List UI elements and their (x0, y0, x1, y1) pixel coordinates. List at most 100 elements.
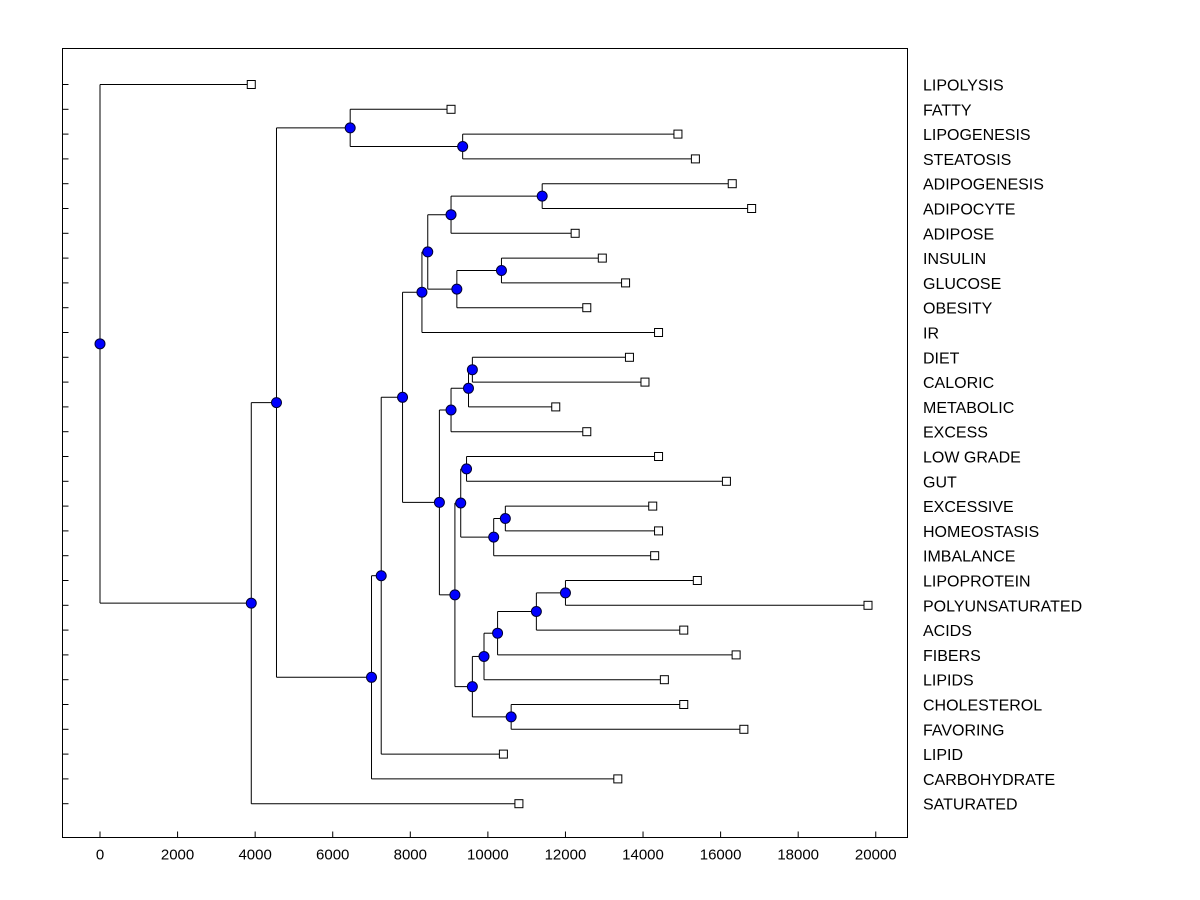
merge-node-n-gut-imb (455, 497, 467, 509)
leaf-label-lipolysis: LIPOLYSIS (923, 78, 1004, 95)
leaf-marker-adipogenesis (727, 179, 737, 189)
merge-node-n-adipo3 (445, 209, 457, 221)
merge-node-n-saturated (245, 597, 257, 609)
merge-node-n-diet-met (462, 382, 474, 394)
leaf-marker-acids (679, 625, 689, 635)
leaf-marker-insulin (597, 253, 607, 263)
leaf-label-metabolic: METABOLIC (923, 400, 1014, 417)
leaf-marker-homeostasis (654, 526, 664, 536)
x-tick-label: 12000 (545, 847, 587, 864)
x-tick-label: 4000 (238, 847, 271, 864)
merge-node-n-adipo2 (536, 190, 548, 202)
leaf-markers (246, 80, 873, 809)
leaf-marker-low-grade (654, 452, 664, 461)
leaf-marker-adipocyte (747, 204, 757, 213)
merge-node-n-carb (366, 671, 378, 683)
merge-node-n-lipids-chol (466, 681, 478, 693)
leaf-marker-lipid (498, 749, 508, 759)
x-tick-label: 16000 (700, 847, 742, 864)
leaf-label-favoring: FAVORING (923, 722, 1005, 739)
merge-node-n-exc-imb (488, 531, 500, 543)
leaf-marker-metabolic (551, 402, 561, 412)
leaf-label-caloric: CALORIC (923, 375, 994, 392)
leaf-labels: LIPOLYSIS FATTY LIPOGENESIS STEATOSIS ADIPOG… (923, 78, 1082, 814)
merge-node-n-ins-glu (495, 265, 507, 276)
leaf-label-homeostasis: HOMEOSTASIS (923, 524, 1039, 541)
merge-node-n-gut-lipids (449, 589, 461, 601)
leaf-label-acids: ACIDS (923, 623, 972, 640)
leaf-marker-ir (654, 328, 664, 337)
merge-node-n-adip-ins (422, 246, 434, 258)
x-tick-label: 14000 (622, 847, 664, 864)
leaf-marker-saturated (514, 799, 524, 809)
leaf-label-adipocyte: ADIPOCYTE (923, 202, 1015, 219)
merge-node-n-diet-gut (433, 496, 445, 508)
axis-ticks (62, 84, 877, 838)
leaf-marker-cholesterol (679, 700, 689, 709)
branches (99, 84, 868, 805)
leaf-marker-steatosis (690, 154, 700, 164)
merge-node-n-ir (416, 286, 428, 298)
merge-node-n-fib-lipids (478, 650, 490, 662)
leaf-label-adipose: ADIPOSE (923, 226, 994, 243)
leaf-marker-gut (721, 476, 731, 486)
leaf-label-low-grade: LOW GRADE (923, 450, 1021, 467)
x-tick-label: 6000 (316, 847, 349, 864)
leaf-label-lipoprotein: LIPOPROTEIN (923, 574, 1031, 591)
merge-node-n-chol-fav (505, 711, 517, 723)
leaf-marker-excess (582, 427, 592, 437)
merge-nodes (94, 122, 571, 723)
leaf-marker-lipoprotein (692, 576, 702, 585)
leaf-label-obesity: OBESITY (923, 301, 993, 318)
leaf-marker-diet (624, 352, 634, 362)
merge-node-n-low-gut (461, 463, 473, 475)
leaf-marker-caloric (640, 377, 650, 387)
leaf-marker-carbohydrate (613, 774, 623, 784)
leaf-label-fatty: FATTY (923, 102, 972, 119)
leaf-marker-polyunsaturated (863, 600, 873, 610)
leaf-label-saturated: SATURATED (923, 797, 1018, 814)
leaf-marker-lipogenesis (673, 129, 683, 139)
leaf-label-steatosis: STEATOSIS (923, 152, 1011, 169)
x-tick-label: 2000 (161, 847, 194, 864)
plot-frame (62, 48, 908, 838)
leaf-label-excess: EXCESS (923, 425, 988, 442)
leaf-marker-imbalance (650, 551, 660, 561)
leaf-marker-fatty (446, 104, 456, 114)
merge-node-n-poly-acids (530, 606, 542, 617)
merge-node-n-root (94, 338, 106, 350)
leaf-label-adipogenesis: ADIPOGENESIS (923, 177, 1044, 194)
leaf-marker-lipolysis (246, 80, 256, 89)
leaf-label-imbalance: IMBALANCE (923, 549, 1015, 566)
merge-node-n-acids-fib (492, 627, 504, 639)
merge-node-n-ir-diet (397, 391, 409, 403)
merge-node-n-fatty-carb (270, 397, 282, 409)
leaf-marker-lipids (659, 675, 669, 685)
x-tick-label: 20000 (855, 847, 897, 864)
x-tick-label: 8000 (394, 847, 427, 864)
merge-node-n-diet-cal (466, 364, 478, 376)
leaf-marker-adipose (570, 228, 580, 238)
leaf-label-gut: GUT (923, 474, 957, 491)
leaf-marker-favoring (739, 724, 749, 734)
merge-node-n-lipid (375, 570, 387, 582)
leaf-label-polyunsaturated: POLYUNSATURATED (923, 598, 1082, 615)
leaf-label-lipogenesis: LIPOGENESIS (923, 127, 1031, 144)
leaf-label-fibers: FIBERS (923, 648, 981, 665)
leaf-marker-excessive (648, 501, 658, 511)
x-tick-label: 10000 (467, 847, 509, 864)
merge-node-n-fatty (344, 122, 356, 134)
merge-node-n-lipop-poly (559, 587, 571, 599)
leaf-label-glucose: GLUCOSE (923, 276, 1001, 293)
leaf-label-excessive: EXCESSIVE (923, 499, 1014, 516)
leaf-marker-glucose (621, 278, 631, 288)
x-tick-label: 0 (96, 847, 104, 864)
x-tick-labels: 0 2000 4000 6000 8000 10000 12000 14000 16000 180… (96, 847, 897, 864)
x-tick-label: 18000 (777, 847, 819, 864)
leaf-label-lipids: LIPIDS (923, 673, 974, 690)
leaf-label-carbohydrate: CARBOHYDRATE (923, 772, 1055, 789)
merge-node-n-exc-homeo (499, 513, 511, 524)
leaf-label-insulin: INSULIN (923, 251, 986, 268)
leaf-label-cholesterol: CHOLESTEROL (923, 698, 1042, 715)
